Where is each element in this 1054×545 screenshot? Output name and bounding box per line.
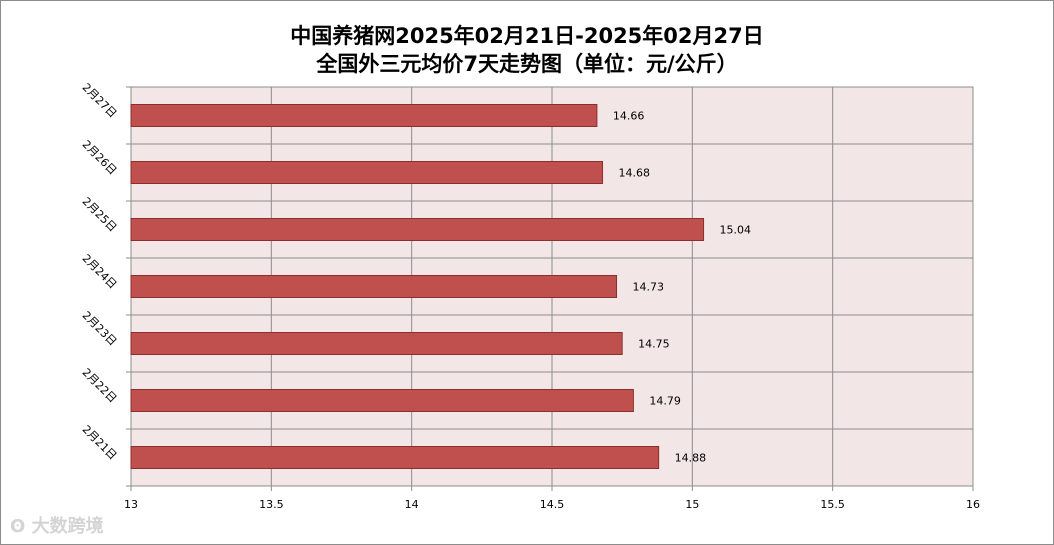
bar xyxy=(130,332,623,355)
x-tick-label: 14 xyxy=(405,498,419,511)
chart-title-line2: 全国外三元均价7天走势图（单位：元/公斤） xyxy=(316,52,738,76)
data-label: 15.04 xyxy=(720,224,752,237)
x-tick-label: 13.5 xyxy=(259,498,284,511)
data-label: 14.75 xyxy=(638,338,670,351)
watermark-text: 大数跨境 xyxy=(31,516,104,537)
bar xyxy=(130,275,618,298)
data-label: 14.79 xyxy=(649,395,681,408)
x-tick-label: 15.5 xyxy=(820,498,845,511)
y-tick-label: 2月23日 xyxy=(80,309,120,349)
bar xyxy=(130,218,705,241)
y-tick-label: 2月25日 xyxy=(80,195,120,235)
bar xyxy=(130,446,660,469)
data-label: 14.88 xyxy=(675,452,707,465)
chart-title-line1: 中国养猪网2025年02月21日-2025年02月27日 xyxy=(290,24,764,48)
y-tick-label: 2月27日 xyxy=(80,81,120,121)
y-tick-label: 2月26日 xyxy=(80,138,120,178)
y-tick-label: 2月21日 xyxy=(80,423,120,463)
x-tick-label: 14.5 xyxy=(540,498,565,511)
y-tick-label: 2月22日 xyxy=(80,366,120,406)
data-label: 14.73 xyxy=(633,281,665,294)
data-label: 14.68 xyxy=(619,167,651,180)
bar xyxy=(130,389,634,412)
bar xyxy=(130,104,598,127)
x-tick-label: 16 xyxy=(966,498,980,511)
watermark-logo-icon: ʘ xyxy=(10,516,26,537)
bar xyxy=(130,161,604,184)
y-tick-label: 2月24日 xyxy=(80,252,120,292)
data-label: 14.66 xyxy=(613,110,645,123)
watermark: ʘ 大数跨境 xyxy=(10,512,104,538)
x-tick-label: 13 xyxy=(124,498,138,511)
x-tick-label: 15 xyxy=(685,498,699,511)
